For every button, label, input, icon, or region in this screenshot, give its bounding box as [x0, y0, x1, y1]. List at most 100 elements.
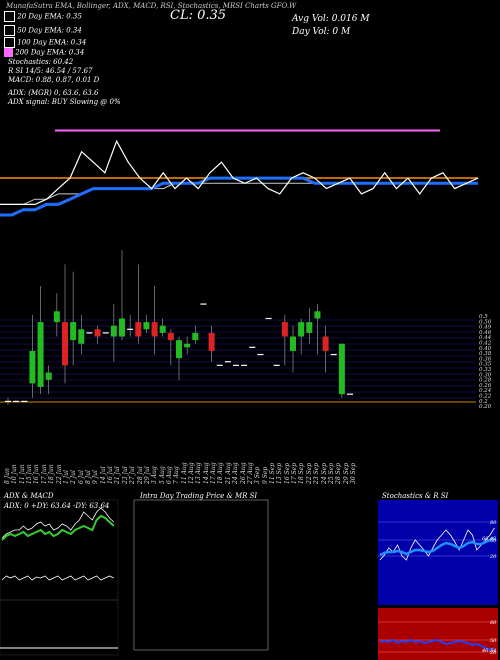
- ema100-swatch: [4, 37, 15, 48]
- y-tick-label: 0.28: [479, 378, 492, 384]
- ema200-legend: 200 Day EMA: 0.34: [4, 48, 84, 57]
- intraday-panel-title: Intra Day Trading Price & MR SI: [140, 492, 258, 500]
- candle-body: [143, 322, 150, 330]
- close-price: CL: 0.35: [170, 8, 227, 23]
- candlestick-chart: 0.50.500.490.460.440.420.400.380.360.350…: [0, 250, 492, 410]
- candle-body: [224, 361, 231, 363]
- candle-body: [110, 325, 117, 337]
- stochastics-readout: Stochastics: 60.42: [8, 58, 74, 66]
- ema-chart: [0, 129, 479, 217]
- adx-panel-title: ADX & MACD: [4, 492, 54, 500]
- candle-body: [167, 332, 174, 341]
- candle-body: [192, 332, 199, 341]
- macd-line: [1, 575, 114, 581]
- ema100-label: 100 Day EMA: 0.34: [17, 38, 87, 47]
- y-tick-label: 0.33: [479, 367, 492, 373]
- candle-body: [338, 343, 345, 395]
- candle-body: [347, 393, 353, 395]
- ema50-legend: 50 Day EMA: 0.34: [4, 25, 82, 36]
- candle-body: [29, 350, 36, 384]
- adx-signal-readout: ADX signal: BUY Slowing @ 0%: [8, 98, 121, 106]
- y-tick-label: 0.36: [479, 356, 492, 362]
- y-tick-label: 0.30: [479, 372, 492, 378]
- macd-readout: MACD: 0.88, 0.87, 0.01 D: [8, 76, 100, 84]
- ema20-swatch: [4, 11, 15, 22]
- stochastics-panel: [378, 500, 498, 605]
- rsi-tick-label: 80: [490, 620, 497, 626]
- candle-body: [330, 353, 337, 356]
- candle-body: [322, 336, 329, 351]
- candle-body: [273, 364, 280, 366]
- candle-body: [13, 400, 20, 402]
- stoch-tick-label: 50: [490, 538, 497, 544]
- adx-minus-line: [1, 507, 115, 539]
- y-tick-label: 0.24: [479, 388, 492, 394]
- avg-volume: Avg Vol: 0.016 M: [292, 14, 370, 24]
- rsi-tick-label: 20: [489, 650, 497, 656]
- ema200-label: 200 Day EMA: 0.34: [15, 48, 85, 57]
- candle-body: [70, 322, 77, 341]
- candle-body: [37, 322, 44, 387]
- stoch-value-label: 60.42: [482, 536, 496, 542]
- candle-body: [53, 311, 60, 323]
- candle-body: [184, 343, 191, 348]
- candle-body: [176, 340, 182, 359]
- candle-body: [265, 317, 272, 320]
- y-tick-label: 0.2: [479, 399, 488, 405]
- candle-body: [119, 318, 125, 337]
- candle-body: [45, 372, 52, 380]
- ema50-line: [0, 176, 478, 217]
- candle-body: [257, 353, 264, 356]
- candle-body: [102, 332, 109, 334]
- y-tick-label: 0.49: [479, 325, 492, 331]
- stoch-panel-title: Stochastics & R SI: [382, 492, 449, 500]
- candle-body: [62, 322, 68, 366]
- ema20-legend: 20 Day EMA: 0.35: [4, 11, 82, 22]
- candle-body: [314, 311, 321, 319]
- y-tick-label: 0.5: [479, 314, 488, 320]
- rsi-panel: [378, 608, 498, 660]
- candle-body: [127, 328, 134, 330]
- stoch-d-line: [379, 536, 495, 557]
- y-tick-label: 0.40: [479, 346, 492, 352]
- stoch-tick-label: 20: [489, 554, 497, 560]
- ema50-swatch: [4, 25, 15, 36]
- rsi-line: [379, 638, 495, 652]
- ema100-legend: 100 Day EMA: 0.34: [4, 37, 86, 48]
- candle-body: [5, 400, 11, 402]
- rsi-value-label: 46.54: [481, 648, 496, 654]
- header-title: MunafaSutra EMA, Bollinger, ADX, MACD, R…: [6, 2, 297, 10]
- y-tick-label: 0.35: [479, 362, 492, 368]
- candle-body: [216, 364, 223, 366]
- candle-body: [249, 346, 256, 348]
- y-tick-label: 0.38: [479, 351, 492, 357]
- stoch-k-line: [379, 527, 495, 561]
- candle-body: [21, 400, 28, 402]
- ema20-label: 20 Day EMA: 0.35: [17, 12, 82, 21]
- candle-body: [94, 329, 101, 337]
- candle-body: [306, 322, 313, 333]
- y-tick-label: 0.22: [479, 394, 492, 400]
- candle-body: [298, 322, 305, 337]
- y-tick-label: 0.46: [479, 330, 492, 336]
- adx-plus-line: [1, 514, 115, 541]
- candle-body: [159, 325, 166, 333]
- y-tick-label: 0.20: [479, 404, 492, 410]
- candle-body: [241, 364, 248, 366]
- candle-body: [281, 322, 288, 337]
- candle-body: [290, 336, 296, 351]
- adx-readout: ADX: (MGR) 0, 63.6, 63.6: [8, 89, 99, 97]
- candle-body: [200, 303, 207, 305]
- candle-body: [208, 332, 215, 351]
- candle-body: [78, 329, 85, 344]
- ema50-label: 50 Day EMA: 0.34: [17, 26, 82, 35]
- y-tick-label: 0.44: [479, 335, 492, 341]
- candle-body: [86, 332, 93, 334]
- intraday-panel: [133, 499, 269, 651]
- candle-body: [233, 364, 239, 366]
- stoch-tick-label: 80: [490, 520, 497, 526]
- candle-body: [135, 322, 142, 337]
- y-tick-label: 0.42: [479, 341, 492, 347]
- rsi-tick-label: 50: [490, 638, 497, 644]
